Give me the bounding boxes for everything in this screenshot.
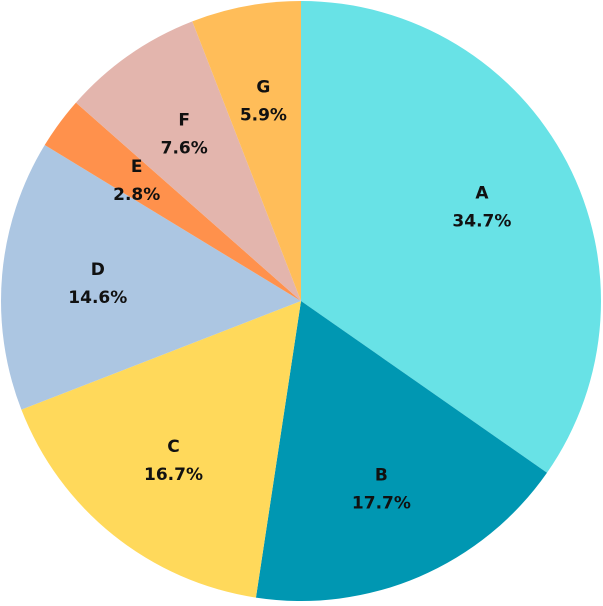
pie-slice-g — [192, 1, 301, 301]
slice-percent-f: 7.6% — [161, 139, 208, 159]
slice-percent-e: 2.8% — [113, 185, 160, 205]
slice-label-c: C — [167, 437, 179, 457]
slice-percent-g: 5.9% — [240, 106, 287, 126]
slice-label-g: G — [256, 78, 270, 98]
slice-percent-d: 14.6% — [68, 288, 127, 308]
pie-slice-e — [44, 102, 301, 301]
slice-percent-a: 34.7% — [452, 212, 511, 232]
slice-label-b: B — [375, 466, 388, 486]
slice-percent-b: 17.7% — [352, 494, 411, 514]
slice-label-a: A — [475, 184, 489, 204]
slice-label-f: F — [178, 111, 190, 131]
pie-slice-c — [21, 301, 301, 598]
slice-percent-c: 16.7% — [144, 465, 203, 485]
pie-slice-d — [1, 145, 302, 410]
pie-slice-a — [301, 0, 602, 473]
pie-slice-b — [255, 301, 547, 602]
pie-labels: A 34.7% B 17.7% C 16.7% D 14.6% E 2.8% F 7.6% G 5.9% — [68, 78, 511, 514]
slice-label-e: E — [131, 157, 143, 177]
pie-slice-f — [75, 21, 301, 301]
slice-label-d: D — [91, 260, 105, 280]
